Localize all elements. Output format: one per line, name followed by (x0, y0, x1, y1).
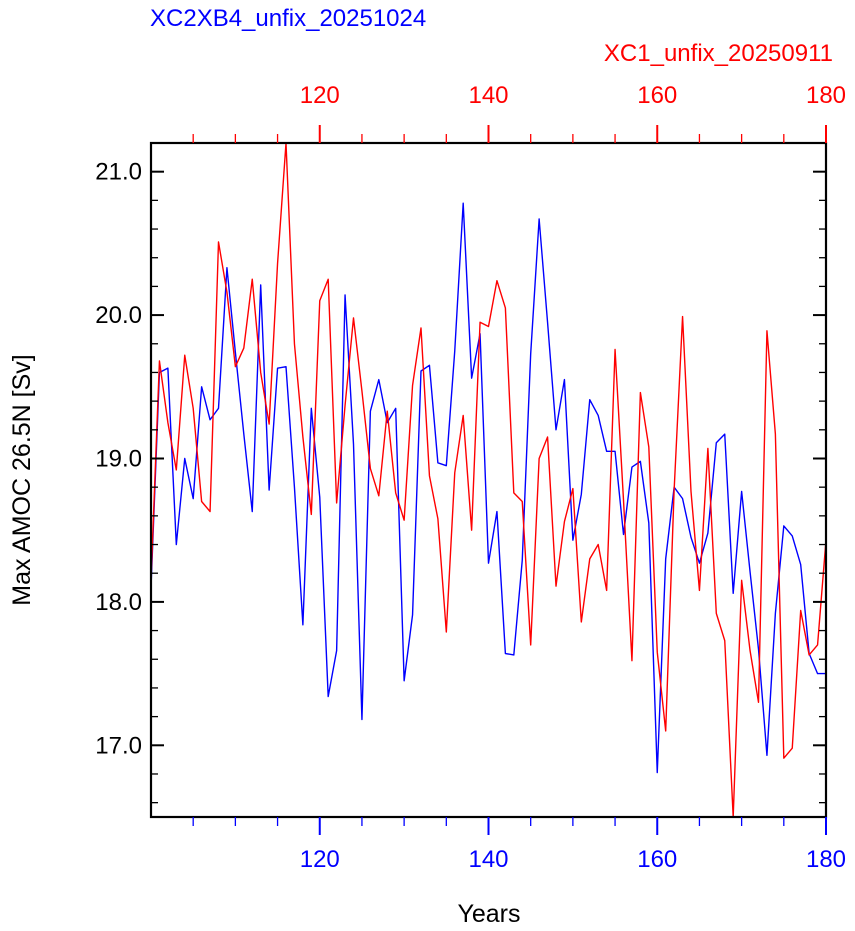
x-tick-label-bottom: 160 (637, 846, 677, 873)
series-line-2 (150, 142, 827, 818)
y-axis-label: Max AMOC 26.5N [Sv] (8, 354, 36, 605)
x-tick-label-bottom: 120 (300, 846, 340, 873)
plot-area: 17.0 18.0 19.0 20.0 21.0 120 140 160 180 120 140 16… (95, 82, 846, 873)
x-tick-label-bottom: 140 (468, 846, 508, 873)
x-tick-label-top: 180 (806, 82, 846, 109)
y-tick-label: 18.0 (95, 589, 142, 616)
y-tick-label: 17.0 (95, 732, 142, 759)
plot-frame (149, 141, 828, 819)
x-tick-label-top: 120 (300, 82, 340, 109)
series-line-1 (150, 202, 826, 774)
y-tick-label: 20.0 (95, 302, 142, 329)
x-tick-label-top: 140 (468, 82, 508, 109)
series-1-legend-label: XC2XB4_unfix_20251024 (150, 5, 426, 32)
y-tick-label: 21.0 (95, 159, 142, 186)
series-2-legend-label: XC1_unfix_20250911 (604, 40, 833, 67)
x-tick-label-bottom: 180 (806, 846, 846, 873)
x-tick-label-top: 160 (637, 82, 677, 109)
y-tick-label: 19.0 (95, 445, 142, 472)
x-axis-label: Years (457, 900, 520, 928)
